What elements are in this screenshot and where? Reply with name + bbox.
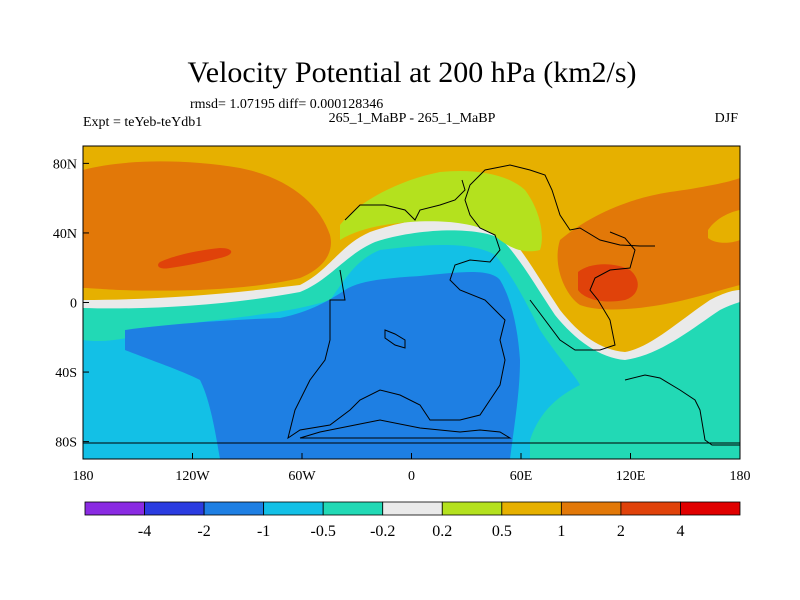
x-tick-label: 180 [730, 469, 751, 484]
y-tick-label: 40S [55, 366, 77, 381]
case-label: 265_1_MaBP - 265_1_MaBP [329, 111, 496, 126]
y-tick-label: 40N [53, 227, 77, 242]
contour-level-0.2-to-0.5 [340, 170, 542, 252]
coastline-africa-eurasia [529, 231, 636, 351]
colorbar-swatch [382, 501, 443, 516]
colorbar-swatch [441, 501, 503, 516]
colorbar-label: -4 [138, 523, 151, 540]
season-label: DJF [715, 111, 739, 126]
colorbar-swatch [144, 501, 205, 516]
colorbar: -4 -2 -1 -0.5 -0.2 0.2 0.5 1 2 4 [84, 501, 741, 540]
coastline-antarctica [299, 419, 512, 439]
colorbar-swatch [322, 501, 384, 516]
contour-level-0.5-to-1-east-pocket [708, 210, 740, 243]
stats-line: rmsd= 1.07195 diff= 0.000128346 [190, 97, 383, 112]
x-tick-label: 120E [616, 469, 646, 484]
colorbar-label: -0.5 [311, 523, 336, 540]
colorbar-swatch [680, 501, 741, 516]
contour-level-2-to-4-east [578, 264, 638, 302]
chart-title: Velocity Potential at 200 hPa (km2/s) [187, 56, 636, 89]
colorbar-swatch [263, 501, 324, 516]
colorbar-label: -1 [257, 523, 270, 540]
axes: 180 120W 60W 0 60E 120E 180 80N 40N 0 40S 80S [53, 157, 751, 484]
colorbar-swatch [560, 501, 622, 516]
contour-level-neg-1-to-neg-2 [125, 272, 520, 459]
y-tick-label: 0 [70, 297, 77, 312]
colorbar-swatch [203, 501, 265, 516]
colorbar-label: 4 [676, 523, 684, 540]
colorbar-label: -2 [197, 523, 210, 540]
colorbar-swatch [620, 501, 681, 516]
colorbar-label: 2 [617, 523, 625, 540]
y-tick-label: 80N [53, 157, 77, 172]
coastline-greenland [344, 179, 466, 221]
coastline-americas [287, 164, 655, 440]
x-tick-label: 120W [175, 469, 210, 484]
x-tick-label: 0 [408, 469, 415, 484]
coastline-island [384, 329, 406, 349]
colorbar-swatch [501, 501, 562, 516]
experiment-label: Expt = teYeb-teYdb1 [83, 115, 202, 130]
contour-fill [83, 146, 740, 459]
y-tick-label: 80S [55, 436, 77, 451]
colorbar-label: 0.2 [432, 523, 452, 540]
coastlines [83, 164, 740, 446]
x-tick-label: 180 [73, 469, 94, 484]
x-tick-label: 60W [288, 469, 316, 484]
colorbar-label: -0.2 [370, 523, 395, 540]
contour-level-1-to-2-west [83, 161, 331, 291]
colorbar-label: 0.5 [492, 523, 512, 540]
colorbar-swatch [84, 501, 145, 516]
contour-level-2-to-4-west [158, 248, 232, 269]
colorbar-label: 1 [557, 523, 565, 540]
x-tick-label: 60E [510, 469, 533, 484]
